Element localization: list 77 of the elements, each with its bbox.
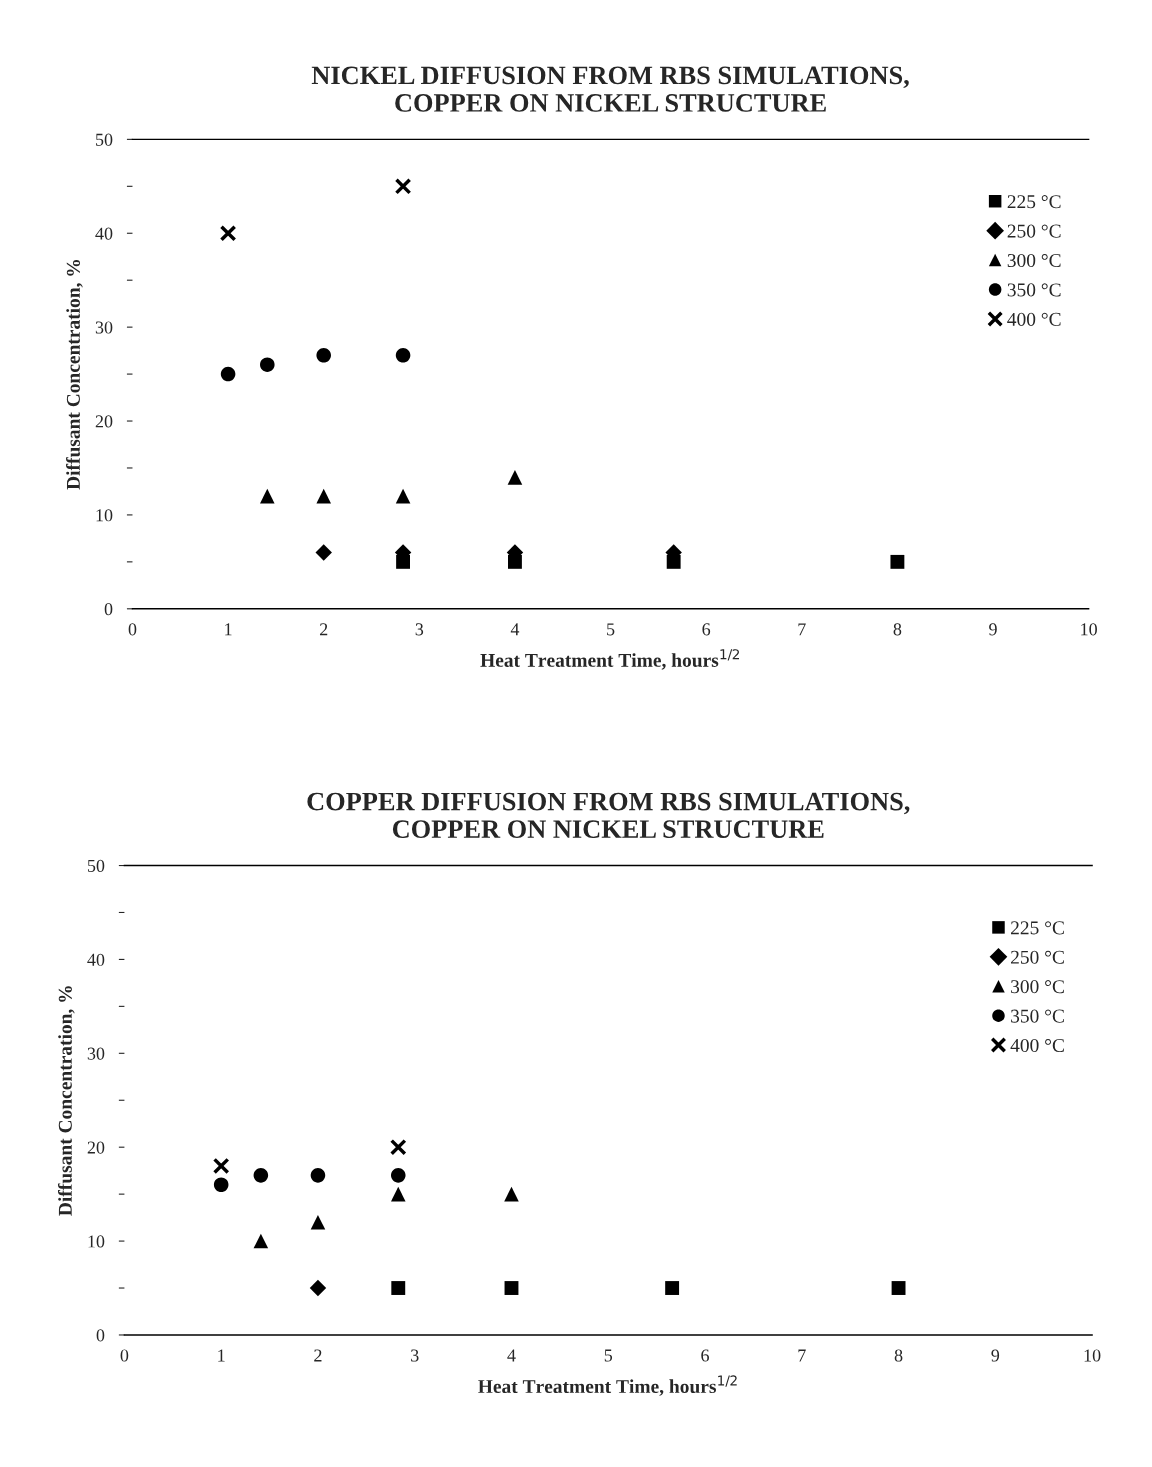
x-tick-label: 4 — [510, 623, 520, 636]
x-tick-label: 8 — [894, 1349, 903, 1362]
x-tick-label: 0 — [128, 623, 137, 636]
point — [390, 1168, 406, 1183]
y-tick-label: 40 — [95, 227, 113, 240]
y-tick-label: 40 — [87, 953, 105, 966]
legend-label: 225 °C — [1011, 921, 1064, 935]
x-tick-label: 6 — [701, 1349, 709, 1362]
legend-label: 400 °C — [1007, 312, 1061, 326]
y-tick-label: 0 — [96, 1329, 105, 1342]
point — [260, 488, 275, 504]
point — [504, 1281, 519, 1295]
point — [316, 348, 331, 363]
point — [260, 357, 275, 372]
point — [891, 1281, 906, 1295]
chart-title: NICKEL DIFFUSION FROM RBS SIMULATIONS, COPPER ON NICKEL STRUCTURE — [311, 66, 909, 112]
point — [220, 366, 236, 382]
legend-label: 300 °C — [1011, 980, 1064, 994]
x-tick-label: 5 — [607, 623, 615, 636]
point — [310, 1215, 326, 1230]
y-tick-label: 30 — [95, 321, 113, 334]
y-axis-title: Diffusant Concentration, % — [66, 260, 83, 490]
x-axis-title: Heat Treatment Time, hours$^{1/2}$ — [478, 1375, 737, 1396]
x-tick-label: 10 — [1084, 1349, 1101, 1362]
point — [309, 1279, 327, 1297]
x-tick-label: 3 — [415, 623, 424, 636]
chart-title: COPPER DIFFUSION FROM RBS SIMULATIONS, COPPER ON NICKEL STRUCTURE — [307, 792, 910, 839]
point — [310, 1168, 326, 1183]
x-tick-label: 1 — [218, 1349, 225, 1362]
y-tick-label: 30 — [87, 1047, 105, 1060]
y-tick-label: 20 — [87, 1141, 105, 1154]
x-tick-label: 10 — [1081, 623, 1097, 636]
point — [316, 488, 331, 504]
x-tick-label: 9 — [991, 1349, 1000, 1362]
x-tick-label: 6 — [702, 623, 711, 636]
point — [504, 1186, 519, 1202]
point — [394, 177, 412, 195]
x-axis-title: Heat Treatment Time, hours$^{1/2}$ — [480, 649, 740, 670]
point — [212, 1157, 230, 1175]
legend-label: 350 °C — [1007, 283, 1061, 297]
x-tick-label: 1 — [225, 623, 232, 636]
legend-label: 250 °C — [1007, 224, 1061, 238]
legend-label: 225 °C — [1007, 195, 1061, 209]
x-tick-label: 9 — [989, 623, 997, 636]
point — [389, 1138, 407, 1156]
y-tick-label: 10 — [96, 509, 113, 522]
point — [219, 224, 237, 242]
x-tick-label: 7 — [798, 623, 806, 636]
legend-label: 300 °C — [1007, 253, 1061, 268]
x-tick-label: 0 — [120, 1349, 129, 1362]
point — [665, 1281, 680, 1295]
legend-label: 400 °C — [1010, 1038, 1064, 1053]
point — [390, 1186, 406, 1202]
y-tick-label: 50 — [87, 859, 105, 872]
x-tick-label: 5 — [604, 1349, 613, 1362]
x-tick-label: 4 — [507, 1349, 516, 1362]
point — [890, 554, 905, 569]
x-tick-label: 2 — [314, 1349, 322, 1362]
x-tick-label: 2 — [319, 623, 328, 636]
point — [391, 1281, 406, 1295]
point — [213, 1177, 229, 1193]
point — [395, 488, 411, 504]
x-tick-label: 7 — [798, 1349, 806, 1362]
point — [507, 470, 523, 485]
y-axis-title: Diffusant Concentration, % — [57, 986, 75, 1216]
point — [253, 1168, 269, 1183]
point — [315, 544, 332, 561]
legend-label: 350 °C — [1011, 1009, 1064, 1023]
y-tick-label: 10 — [88, 1235, 105, 1248]
x-tick-label: 3 — [411, 1349, 419, 1362]
x-tick-label: 8 — [893, 623, 902, 636]
y-tick-label: 0 — [104, 603, 113, 616]
point — [395, 348, 411, 363]
legend-label: 250 °C — [1011, 950, 1064, 964]
point — [253, 1233, 269, 1249]
y-tick-label: 50 — [96, 133, 113, 146]
y-tick-label: 20 — [95, 415, 113, 428]
